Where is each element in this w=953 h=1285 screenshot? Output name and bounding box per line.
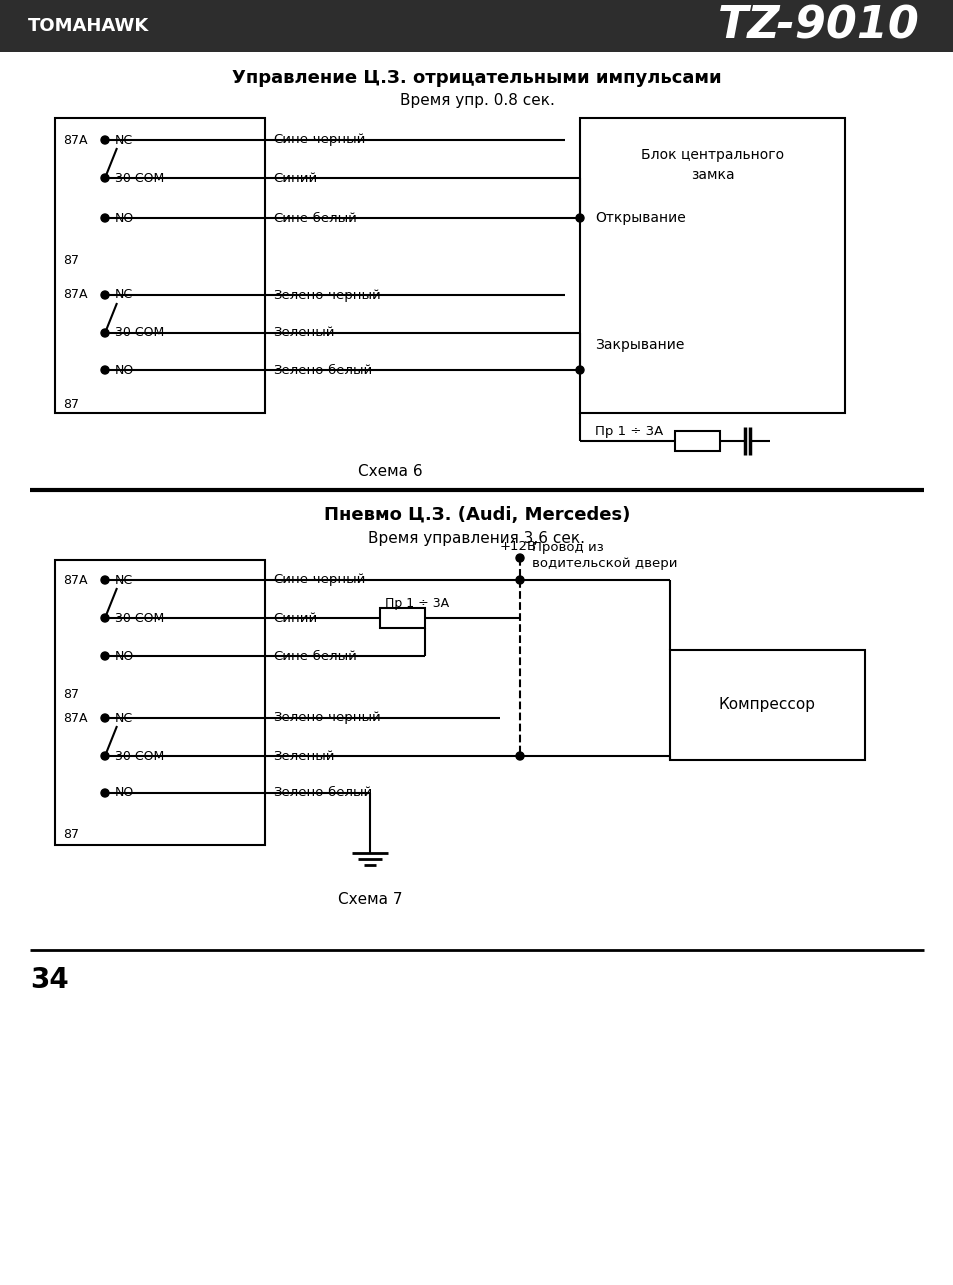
Text: NO: NO (115, 212, 134, 225)
Text: NC: NC (115, 289, 133, 302)
Text: Сине-черный: Сине-черный (273, 134, 365, 146)
Text: 87A: 87A (63, 712, 88, 725)
Text: NC: NC (115, 134, 133, 146)
Text: NC: NC (115, 573, 133, 586)
Circle shape (101, 215, 109, 222)
Circle shape (101, 173, 109, 182)
Circle shape (101, 614, 109, 622)
Text: 30 COM: 30 COM (115, 326, 164, 339)
Text: Сине-белый: Сине-белый (273, 212, 356, 225)
Circle shape (101, 290, 109, 299)
Text: NO: NO (115, 649, 134, 663)
Circle shape (101, 329, 109, 337)
Circle shape (576, 366, 583, 374)
Text: Сине-белый: Сине-белый (273, 649, 356, 663)
Text: Зелено-белый: Зелено-белый (273, 786, 372, 799)
Text: Блок центрального: Блок центрального (640, 148, 783, 162)
Circle shape (101, 366, 109, 374)
Text: 87A: 87A (63, 134, 88, 146)
Text: Зеленый: Зеленый (273, 749, 335, 762)
Text: Сине-черный: Сине-черный (273, 573, 365, 586)
Text: Синий: Синий (273, 612, 317, 625)
Circle shape (516, 576, 523, 583)
Text: 87: 87 (63, 253, 79, 266)
Text: +12В: +12В (499, 541, 537, 554)
Text: 30 COM: 30 COM (115, 612, 164, 625)
Text: водительской двери: водительской двери (532, 556, 677, 569)
Text: Зелено-белый: Зелено-белый (273, 364, 372, 377)
Text: Схема 6: Схема 6 (357, 464, 422, 478)
Circle shape (101, 714, 109, 722)
Bar (675, 430, 720, 451)
Text: Время упр. 0.8 сек.: Время упр. 0.8 сек. (399, 93, 554, 108)
Bar (55, 118, 265, 412)
Text: Схема 7: Схема 7 (337, 893, 402, 907)
Text: Пр 1 ÷ 3А: Пр 1 ÷ 3А (385, 598, 449, 610)
Text: 87: 87 (63, 689, 79, 702)
Text: Пр 1 ÷ 3А: Пр 1 ÷ 3А (595, 424, 662, 437)
Text: 87: 87 (63, 829, 79, 842)
Text: 87A: 87A (63, 289, 88, 302)
Text: Провод из: Провод из (532, 541, 603, 554)
Text: Управление Ц.З. отрицательными импульсами: Управление Ц.З. отрицательными импульсам… (232, 69, 721, 87)
Circle shape (101, 789, 109, 797)
Text: 30 COM: 30 COM (115, 749, 164, 762)
Text: Пневмо Ц.З. (Audi, Mercedes): Пневмо Ц.З. (Audi, Mercedes) (323, 506, 630, 524)
Circle shape (576, 215, 583, 222)
Text: Закрывание: Закрывание (595, 338, 683, 352)
Text: Зелено-черный: Зелено-черный (273, 712, 380, 725)
Text: Компрессор: Компрессор (719, 698, 815, 712)
Text: 30 COM: 30 COM (115, 171, 164, 185)
Bar (669, 650, 864, 759)
Text: NO: NO (115, 364, 134, 377)
Circle shape (101, 576, 109, 583)
Text: Зелено-черный: Зелено-черный (273, 289, 380, 302)
Text: 87: 87 (63, 398, 79, 411)
Circle shape (101, 651, 109, 660)
Text: Время управления 3,6 сек.: Время управления 3,6 сек. (368, 531, 585, 546)
Text: NO: NO (115, 786, 134, 799)
Bar (379, 608, 424, 628)
Circle shape (101, 752, 109, 759)
Text: Синий: Синий (273, 171, 317, 185)
Bar (0, 0, 953, 51)
Text: замка: замка (690, 168, 734, 182)
Text: NC: NC (115, 712, 133, 725)
Circle shape (101, 136, 109, 144)
Text: TOMAHAWK: TOMAHAWK (28, 17, 149, 35)
Bar (55, 560, 265, 846)
Circle shape (516, 554, 523, 562)
Text: TZ-9010: TZ-9010 (718, 5, 919, 48)
Bar (579, 118, 844, 412)
Text: 34: 34 (30, 966, 69, 995)
Circle shape (516, 752, 523, 759)
Text: Зеленый: Зеленый (273, 326, 335, 339)
Text: Открывание: Открывание (595, 211, 685, 225)
Text: 87A: 87A (63, 573, 88, 586)
